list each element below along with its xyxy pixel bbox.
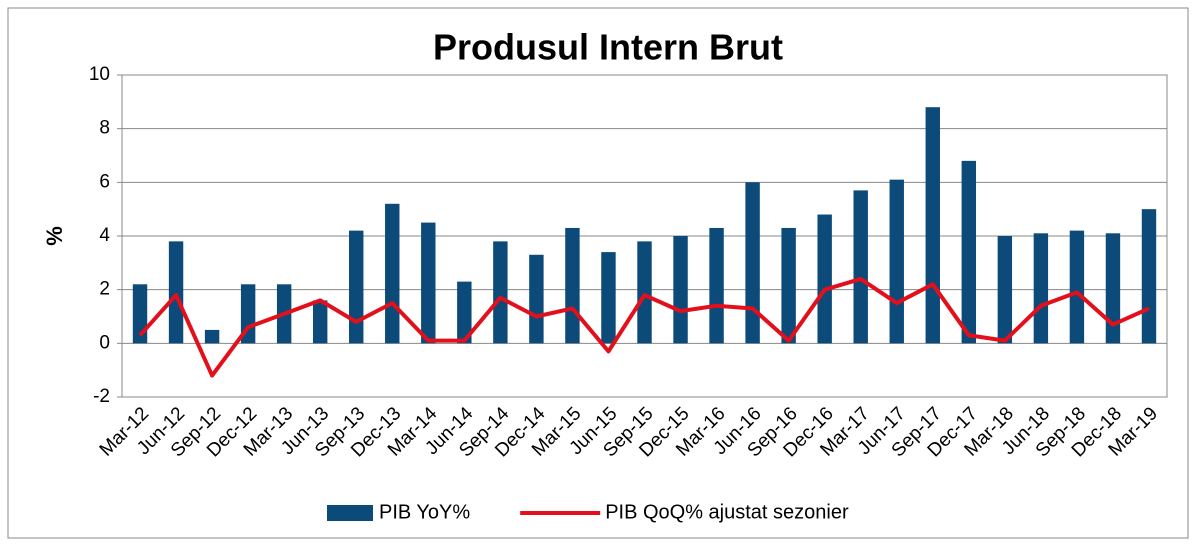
y-tick-label: -2 xyxy=(93,386,110,407)
bar xyxy=(961,160,977,344)
bar xyxy=(457,281,472,344)
legend-label: PIB YoY% xyxy=(379,501,470,523)
bar xyxy=(637,241,652,344)
bar xyxy=(385,203,400,344)
bar xyxy=(709,227,724,344)
y-tick-label: 0 xyxy=(99,332,110,353)
bar xyxy=(421,222,436,344)
bar xyxy=(529,254,544,344)
y-tick-label: 2 xyxy=(99,279,110,300)
bar xyxy=(204,329,220,344)
line xyxy=(138,276,1150,378)
bar xyxy=(745,182,760,344)
y-tick-label: 8 xyxy=(99,118,110,139)
y-tick-label: 10 xyxy=(89,64,110,85)
chart-frame xyxy=(7,7,1189,539)
plot-border xyxy=(121,74,1168,398)
legend-swatch xyxy=(327,505,373,521)
bar xyxy=(601,252,616,344)
bar xyxy=(240,284,256,344)
bar xyxy=(1141,209,1157,344)
bar xyxy=(1069,230,1085,344)
bar xyxy=(853,190,868,344)
bar xyxy=(817,214,832,344)
y-tick-label: 6 xyxy=(99,171,110,192)
bar xyxy=(493,241,508,344)
y-tick-label: 4 xyxy=(99,225,110,246)
bar xyxy=(673,236,688,344)
legend-label: PIB QoQ% ajustat sezonier xyxy=(605,501,849,523)
bar xyxy=(312,300,328,344)
bar xyxy=(925,107,940,344)
bar xyxy=(565,227,580,344)
bar xyxy=(997,236,1013,344)
y-axis-label: % xyxy=(42,226,67,246)
bar xyxy=(1033,233,1049,344)
bar xyxy=(889,179,904,344)
bar xyxy=(781,227,796,344)
chart-title: Produsul Intern Brut xyxy=(433,27,783,68)
bar xyxy=(1105,233,1121,344)
bar xyxy=(168,241,184,344)
bar xyxy=(349,230,364,344)
